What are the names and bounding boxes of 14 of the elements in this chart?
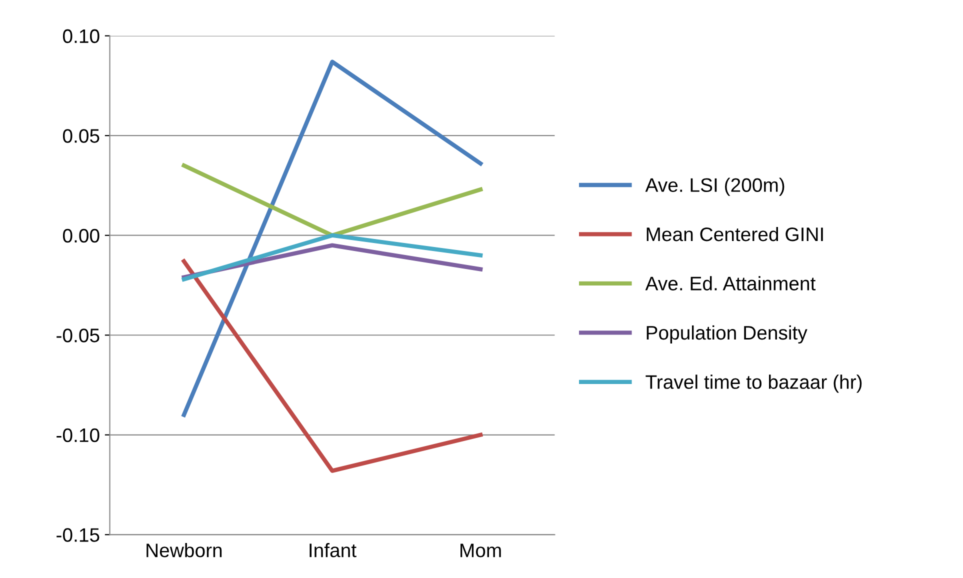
- y-tick-label: 0.00: [62, 228, 100, 243]
- legend-label: Population Density: [646, 325, 808, 344]
- y-tick-label: -0.15: [56, 528, 100, 542]
- x-tick-label: Mom: [460, 544, 501, 558]
- legend-label: Travel time to bazaar (hr): [646, 374, 862, 393]
- y-tick-label: -0.10: [56, 428, 100, 442]
- y-tick-label: 0.10: [62, 29, 100, 44]
- y-tick-label: -0.05: [56, 328, 100, 342]
- y-tick-label: 0.05: [62, 129, 100, 143]
- legend-label: Ave. LSI (200m): [645, 178, 784, 196]
- legend-label: Mean Centered GINI: [646, 226, 823, 242]
- x-tick-label: Infant: [310, 543, 356, 558]
- x-tick-label: Newborn: [146, 542, 222, 558]
- legend-label: Ave. Ed. Attainment: [645, 276, 816, 290]
